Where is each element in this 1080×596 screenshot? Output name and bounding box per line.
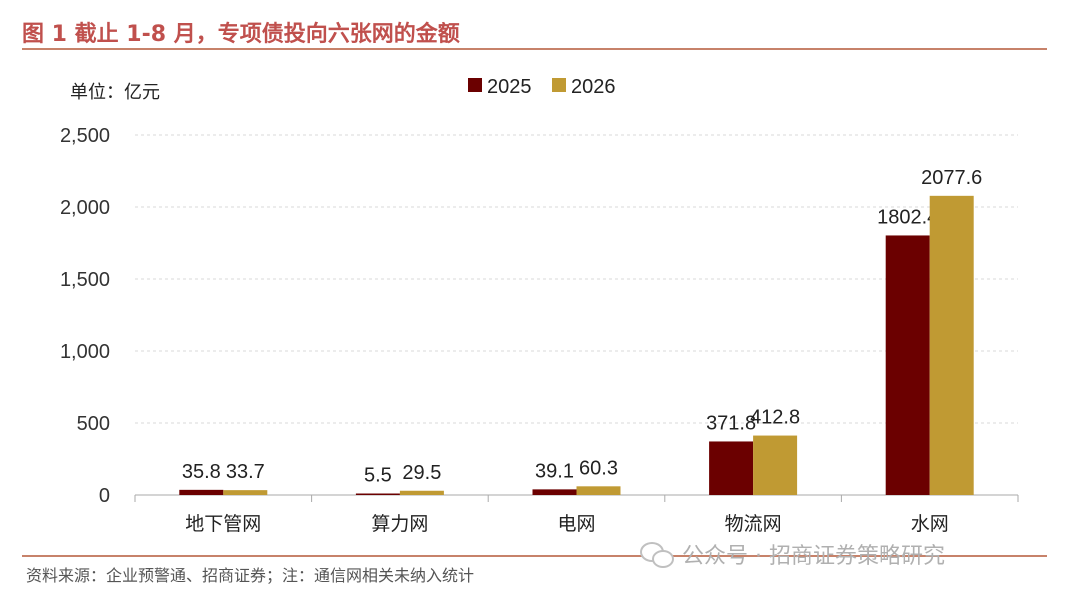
bar-2025 — [179, 489, 224, 495]
data-label: 35.8 — [182, 461, 221, 483]
x-tick-label: 算力网 — [371, 513, 428, 535]
bar-2026 — [399, 490, 444, 495]
bar-2026 — [753, 435, 798, 495]
data-label: 1802.4 — [877, 206, 938, 228]
y-tick-label: 2,500 — [60, 125, 110, 147]
unit-label: 单位：亿元 — [70, 82, 160, 103]
x-tick-label: 水网 — [911, 513, 949, 535]
x-tick-label: 地下管网 — [185, 513, 261, 535]
watermark-text: 公众号 · 招商证券策略研究 — [682, 544, 945, 569]
footer-rule — [22, 555, 1047, 557]
legend-swatch-2025 — [468, 78, 482, 92]
x-tick-label: 物流网 — [725, 513, 782, 535]
source-note: 资料来源：企业预警通、招商证券；注：通信网相关未纳入统计 — [26, 566, 475, 585]
bar-2026 — [576, 486, 621, 495]
watermark: 公众号 · 招商证券策略研究 — [640, 538, 945, 570]
legend-label: 2026 — [571, 76, 616, 98]
data-label: 33.7 — [226, 461, 265, 483]
data-label: 60.3 — [579, 457, 618, 479]
y-tick-label: 2,000 — [60, 197, 110, 219]
data-label: 2077.6 — [921, 167, 982, 189]
data-label: 371.8 — [706, 412, 756, 434]
y-tick-label: 1,500 — [60, 269, 110, 291]
bar-2026 — [223, 490, 268, 495]
figure-title: 图 1 截止 1-8 月，专项债投向六张网的金额 — [22, 22, 460, 47]
data-label: 412.8 — [750, 407, 800, 429]
y-tick-label: 0 — [99, 485, 110, 507]
bar-2025 — [355, 493, 400, 495]
bar-2025 — [709, 441, 754, 495]
legend-label: 2025 — [487, 76, 532, 98]
data-label: 5.5 — [364, 465, 392, 487]
legend-swatch-2026 — [552, 78, 566, 92]
x-tick-label: 电网 — [557, 513, 595, 535]
bar-2025 — [532, 489, 577, 495]
title-rule — [22, 48, 1047, 50]
wechat-icon — [640, 540, 674, 568]
data-label: 39.1 — [535, 460, 574, 482]
y-tick-label: 500 — [77, 413, 110, 435]
data-label: 29.5 — [402, 462, 441, 484]
bar-2025 — [885, 235, 930, 495]
bar-2026 — [929, 195, 974, 495]
y-tick-label: 1,000 — [60, 341, 110, 363]
